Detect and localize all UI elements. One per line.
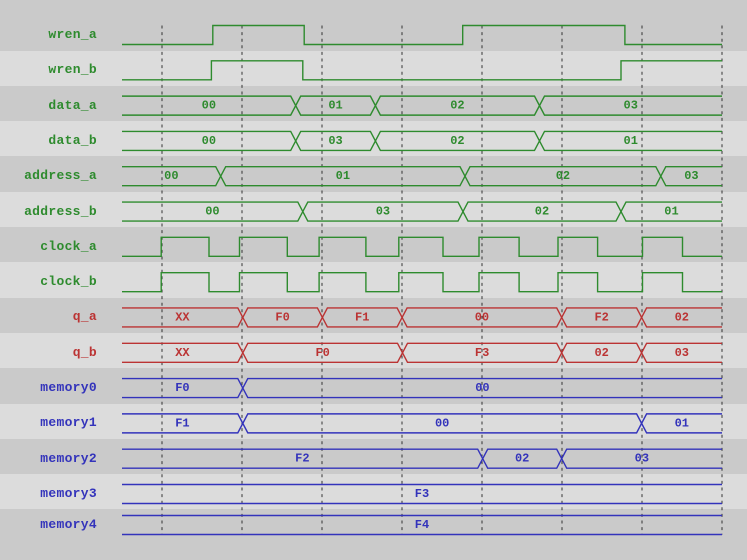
svg-text:F3: F3	[475, 346, 489, 360]
svg-text:00: 00	[475, 381, 489, 395]
svg-text:F3: F3	[415, 487, 429, 501]
svg-text:02: 02	[515, 452, 529, 466]
svg-text:02: 02	[556, 169, 570, 183]
svg-text:F4: F4	[415, 518, 429, 532]
svg-text:01: 01	[664, 205, 678, 219]
svg-text:00: 00	[202, 99, 216, 113]
svg-text:F2: F2	[594, 310, 608, 324]
svg-text:F2: F2	[295, 452, 309, 466]
svg-text:02: 02	[535, 205, 549, 219]
svg-text:01: 01	[675, 416, 689, 430]
svg-text:03: 03	[675, 346, 689, 360]
svg-text:F0: F0	[315, 346, 329, 360]
svg-text:00: 00	[205, 205, 219, 219]
svg-text:02: 02	[594, 346, 608, 360]
svg-text:02: 02	[450, 99, 464, 113]
svg-text:03: 03	[376, 205, 390, 219]
svg-text:XX: XX	[175, 346, 190, 360]
svg-text:F1: F1	[355, 310, 369, 324]
svg-text:03: 03	[684, 169, 698, 183]
svg-text:00: 00	[435, 416, 449, 430]
svg-text:01: 01	[328, 99, 342, 113]
svg-text:01: 01	[624, 134, 638, 148]
svg-text:00: 00	[164, 169, 178, 183]
svg-text:03: 03	[624, 99, 638, 113]
svg-text:03: 03	[328, 134, 342, 148]
svg-text:F1: F1	[175, 416, 189, 430]
svg-text:02: 02	[675, 310, 689, 324]
svg-text:F0: F0	[275, 310, 289, 324]
svg-text:03: 03	[635, 452, 649, 466]
svg-text:F0: F0	[175, 381, 189, 395]
svg-text:01: 01	[336, 169, 350, 183]
svg-text:00: 00	[202, 134, 216, 148]
svg-text:00: 00	[475, 310, 489, 324]
svg-text:02: 02	[450, 134, 464, 148]
svg-text:XX: XX	[175, 310, 190, 324]
